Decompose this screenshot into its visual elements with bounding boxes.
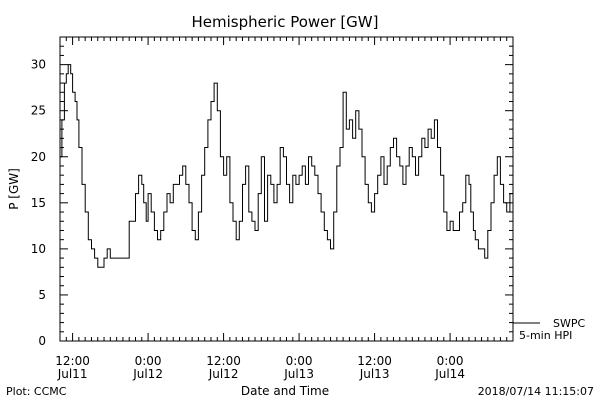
- legend: SWPC 5-min HPI: [512, 317, 585, 342]
- x-tick-label-time: 12:00: [357, 354, 392, 368]
- x-tick-label-time: 0:00: [286, 354, 313, 368]
- y-tick-label: 30: [31, 58, 46, 72]
- x-tick-label-date: Jul12: [208, 367, 239, 381]
- y-tick-label: 0: [38, 334, 46, 348]
- x-tick-label-time: 0:00: [437, 354, 464, 368]
- y-tick-label: 25: [31, 104, 46, 118]
- y-axis-label: P [GW]: [7, 168, 21, 210]
- y-tick-label: 15: [31, 196, 46, 210]
- y-tick-label: 5: [38, 288, 46, 302]
- y-axis-ticks: 0 5 10 15 20 25 30: [31, 36, 513, 348]
- series-layer: [60, 64, 514, 268]
- x-tick-label-time: 12:00: [206, 354, 241, 368]
- x-tick-label-date: Jul14: [434, 367, 465, 381]
- legend-swpc-label: SWPC: [553, 317, 585, 330]
- x-tick-label-date: Jul11: [57, 367, 88, 381]
- x-tick-label-time: 12:00: [55, 354, 90, 368]
- series-line-0: [60, 64, 514, 268]
- x-tick-label-date: Jul13: [359, 367, 390, 381]
- footer-left: Plot: CCMC: [6, 385, 67, 398]
- legend-hpi-label: 5-min HPI: [519, 329, 572, 342]
- chart-title: Hemispheric Power [GW]: [192, 13, 379, 31]
- footer-right: 2018/07/14 11:15:07: [478, 385, 594, 398]
- plot-frame: [59, 36, 514, 342]
- x-tick-label-date: Jul13: [283, 367, 314, 381]
- x-tick-label-date: Jul12: [132, 367, 163, 381]
- y-tick-label: 20: [31, 150, 46, 164]
- x-axis-label: Date and Time: [241, 384, 329, 398]
- x-axis-ticks: 12:00Jul110:00Jul1212:00Jul120:00Jul1312…: [55, 37, 514, 381]
- x-tick-label-time: 0:00: [135, 354, 162, 368]
- y-tick-label: 10: [31, 242, 46, 256]
